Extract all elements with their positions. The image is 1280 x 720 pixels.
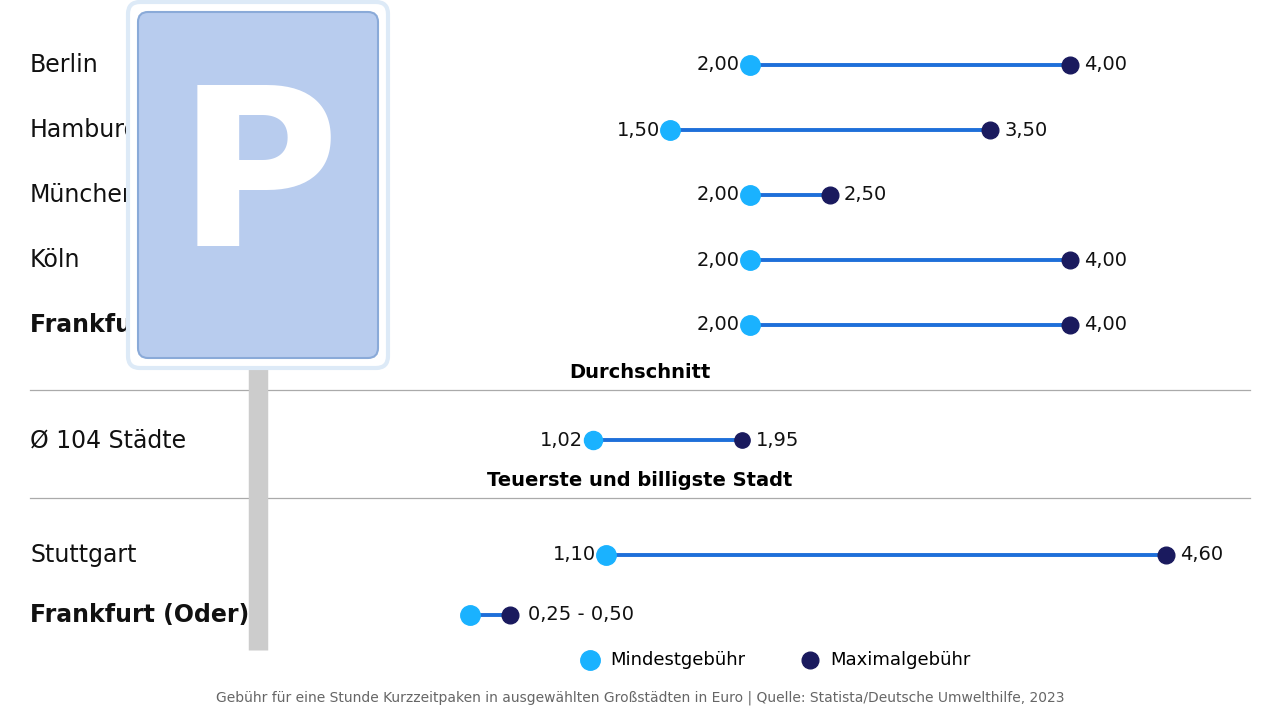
Text: 2,00: 2,00 [698,55,740,74]
Text: München: München [29,183,138,207]
Text: 2,00: 2,00 [698,315,740,335]
Text: Stuttgart: Stuttgart [29,543,137,567]
Text: Gebühr für eine Stunde Kurzzeitpaken in ausgewählten Großstädten in Euro | Quell: Gebühr für eine Stunde Kurzzeitpaken in … [216,690,1064,706]
Text: Ø 104 Städte: Ø 104 Städte [29,428,186,452]
Text: Hamburg: Hamburg [29,118,140,142]
Text: 4,00: 4,00 [1084,251,1126,269]
Text: 2,00: 2,00 [698,251,740,269]
Text: 1,02: 1,02 [540,431,584,449]
Text: Berlin: Berlin [29,53,99,77]
Text: Köln: Köln [29,248,81,272]
Text: 2,50: 2,50 [844,186,887,204]
Text: 2,00: 2,00 [698,186,740,204]
FancyBboxPatch shape [138,12,378,358]
Text: Frankfurt (Oder): Frankfurt (Oder) [29,603,250,627]
Text: 4,60: 4,60 [1180,546,1224,564]
Text: Mindestgebühr: Mindestgebühr [611,651,745,669]
Text: P: P [177,78,339,292]
Text: 0,25 - 0,50: 0,25 - 0,50 [529,606,634,624]
Text: Teuerste und billigste Stadt: Teuerste und billigste Stadt [488,471,792,490]
Text: 4,00: 4,00 [1084,315,1126,335]
FancyBboxPatch shape [128,2,388,368]
Text: 1,10: 1,10 [553,546,596,564]
Text: Maximalgebühr: Maximalgebühr [829,651,970,669]
Text: Durchschnitt: Durchschnitt [570,363,710,382]
Text: 1,95: 1,95 [756,431,800,449]
Text: Frankfurt am Main: Frankfurt am Main [29,313,276,337]
Text: 4,00: 4,00 [1084,55,1126,74]
Text: 3,50: 3,50 [1004,120,1047,140]
Text: 1,50: 1,50 [617,120,660,140]
